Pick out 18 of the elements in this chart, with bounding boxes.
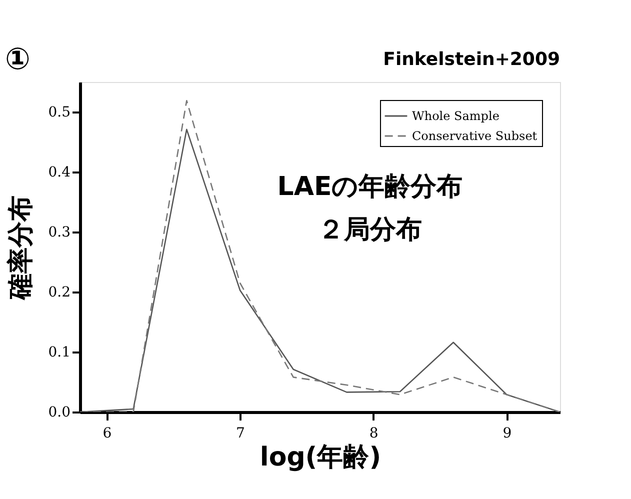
y-tick-label: 0.4 [48, 164, 71, 180]
x-tick-label: 8 [369, 426, 378, 442]
x-tick-label: 6 [102, 426, 112, 442]
y-tick-label: 0.1 [48, 344, 70, 360]
x-tick-label: 9 [502, 426, 512, 442]
y-tick-label: 0.2 [48, 284, 70, 300]
y-tick-label: 0.5 [48, 104, 70, 120]
y-tick-label: 0.0 [48, 404, 70, 420]
annotation: LAEの年齢分布 [277, 172, 463, 202]
text: Finkelstein+2009 [383, 49, 560, 70]
x-axis-title: log(年齢) [260, 442, 382, 472]
x-tick-label: 7 [236, 426, 245, 442]
text: ① [5, 42, 30, 77]
y-tick-label: 0.3 [48, 224, 70, 240]
legend-label: Conservative Subset [412, 129, 538, 143]
y-axis-title: 確率分布 [6, 196, 36, 300]
annotation: ２局分布 [318, 215, 422, 245]
legend-label: Whole Sample [412, 109, 500, 123]
